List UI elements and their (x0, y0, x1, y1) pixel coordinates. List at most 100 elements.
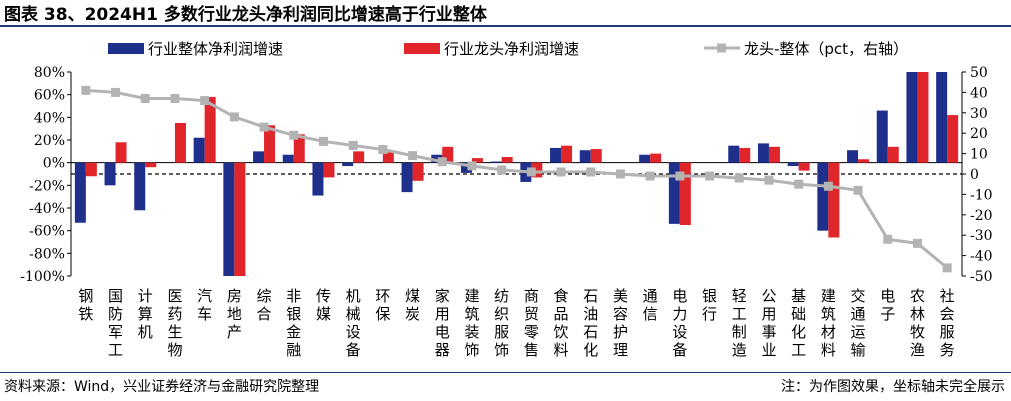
left-tick-label: -60% (29, 224, 65, 240)
bar-leader (115, 142, 127, 163)
right-tick-label: 40 (970, 85, 988, 101)
right-tick-label: 50 (970, 65, 988, 81)
right-tick-label: -20 (970, 208, 993, 224)
bar-leader (145, 162, 157, 168)
right-tick-label: -40 (970, 249, 993, 265)
category-label: 传媒 (316, 287, 331, 323)
category-label: 农林牧渔 (910, 287, 925, 359)
category-label: 社会服务 (940, 287, 955, 359)
bar-overall (550, 147, 562, 163)
category-label: 钢铁 (78, 287, 93, 323)
diff-marker (259, 122, 269, 132)
bar-leader (382, 152, 394, 163)
left-tick-label: 80% (34, 65, 65, 81)
bar-leader (501, 157, 513, 163)
category-label: 商贸零售 (524, 287, 539, 359)
bar-overall (579, 150, 591, 163)
bar-leader (174, 123, 186, 163)
bar-leader (442, 146, 454, 163)
left-tick-label: 20% (34, 133, 65, 149)
left-tick-label: 0% (43, 156, 65, 172)
category-labels: 钢铁国防军工计算机医药生物汽车房地产综合非银金融传媒机械设备环保煤炭家用电器建筑… (78, 287, 954, 359)
diff-marker (378, 145, 388, 155)
category-label: 食品饮料 (554, 287, 569, 359)
legend-swatch (404, 43, 440, 54)
diff-marker (734, 173, 744, 183)
diff-marker (140, 94, 150, 104)
bar-leader (739, 147, 751, 163)
bar-overall (193, 137, 205, 163)
bar-leader (353, 151, 365, 163)
legend-label: 行业整体净利润增速 (148, 40, 283, 58)
bar-leader (323, 162, 335, 178)
right-tick-label: -30 (970, 228, 993, 244)
bar-overall (134, 162, 146, 211)
bar-leader (858, 159, 870, 163)
diff-marker (170, 94, 180, 104)
legend-label: 龙头-整体（pct，右轴） (744, 40, 908, 58)
diff-marker (408, 151, 418, 161)
bar-overall (906, 72, 918, 163)
bar-overall (757, 143, 769, 163)
category-label: 综合 (257, 287, 272, 323)
right-tick-label: 20 (970, 126, 988, 142)
diff-marker (467, 161, 477, 171)
bar-leader (234, 162, 246, 276)
diff-marker (883, 234, 893, 244)
diff-marker (942, 263, 952, 273)
category-label: 医药生物 (167, 287, 182, 359)
category-label: 电力设备 (672, 287, 687, 359)
category-label: 电子 (880, 287, 895, 323)
left-tick-label: -20% (29, 178, 65, 194)
category-label: 建筑装饰 (464, 287, 479, 359)
legend-label: 行业龙头净利润增速 (444, 40, 579, 58)
diff-marker (526, 167, 536, 177)
diff-marker (200, 96, 210, 106)
bar-overall (460, 162, 472, 173)
left-tick-label: -40% (29, 201, 65, 217)
chart: 行业整体净利润增速 行业龙头净利润增速 龙头-整体（pct，右轴） 80% 60% 40… (20, 40, 993, 359)
bar-overall (847, 150, 859, 163)
bar-leader (768, 146, 780, 163)
category-label: 房地产 (227, 287, 242, 341)
bar-leader (264, 125, 276, 163)
bar-overall (490, 161, 502, 163)
bar-leader (412, 162, 424, 181)
bar-leader (204, 96, 216, 163)
bar-overall (728, 145, 740, 163)
bar-leader (650, 153, 662, 163)
right-tick-label: -10 (970, 187, 993, 203)
diff-marker (556, 167, 566, 177)
bar-overall (787, 162, 799, 167)
category-label: 煤炭 (405, 287, 420, 323)
diff-marker (348, 140, 358, 150)
right-tick-label: 10 (970, 147, 988, 163)
category-label: 汽车 (197, 287, 212, 323)
category-label: 非银金融 (286, 287, 301, 359)
bar-overall (74, 162, 86, 223)
diff-marker (764, 175, 774, 185)
diff-line (85, 88, 949, 269)
bar-leader (887, 146, 899, 163)
diff-marker (823, 181, 833, 191)
diff-marker (437, 157, 447, 167)
left-tick-label: -100% (20, 269, 65, 285)
right-tick-label: 30 (970, 106, 988, 122)
category-label: 通信 (643, 287, 658, 323)
legend-marker (717, 43, 726, 53)
left-tick-label: -80% (29, 246, 65, 262)
bar-leader (85, 162, 97, 177)
diff-marker (705, 171, 715, 181)
bars (74, 72, 959, 276)
bar-leader (679, 162, 691, 225)
diff-marker (853, 185, 863, 195)
bar-overall (668, 162, 680, 224)
bar-leader (293, 134, 305, 163)
diff-marker (289, 130, 299, 140)
bar-overall (312, 162, 324, 196)
diff-marker (615, 169, 625, 179)
category-label: 家用电器 (435, 287, 450, 359)
category-label: 建筑材料 (821, 287, 836, 359)
diff-marker (497, 165, 507, 175)
category-label: 计算机 (138, 287, 153, 341)
